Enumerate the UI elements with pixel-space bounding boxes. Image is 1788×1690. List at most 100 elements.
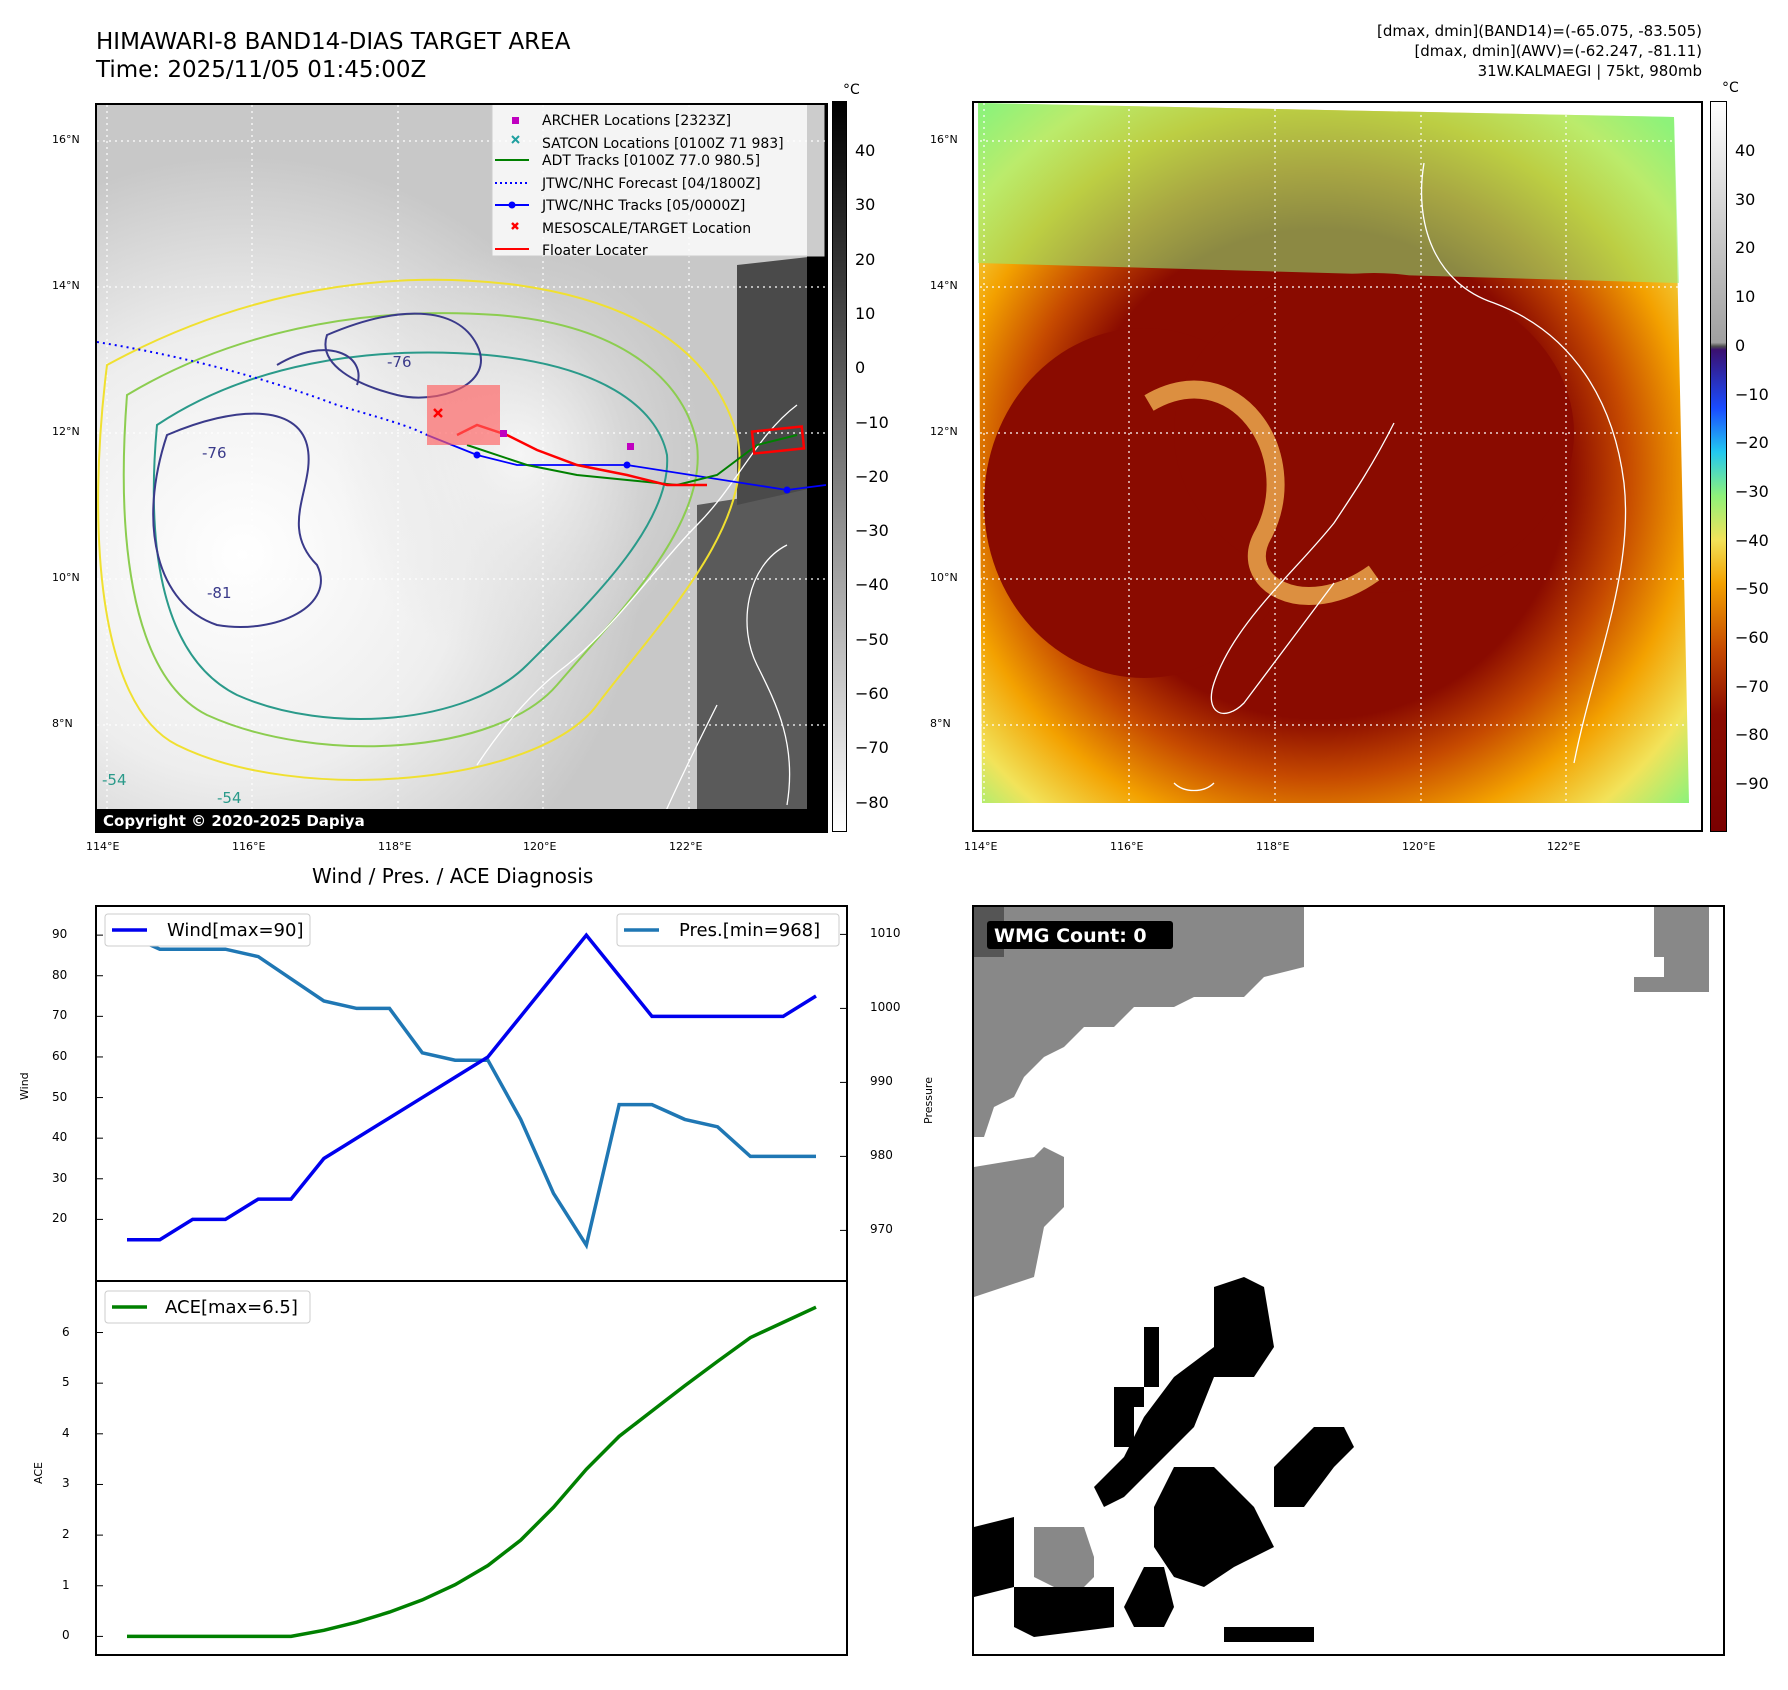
archer-points [500,430,634,450]
lon-label: 120°E [523,840,557,853]
pressure-tick-label: 970 [870,1222,893,1237]
info-band14: [dmax, dmin](BAND14)=(-65.075, -83.505) [1377,22,1702,40]
lon-label: 122°E [1547,840,1581,853]
colorbar-tick: −40 [855,575,889,595]
contour-label: -76 [387,353,412,371]
info-storm: 31W.KALMAEGI | 75kt, 980mb [1477,62,1702,80]
wind-tick-label: 80 [52,967,68,982]
colorbar-tick: −70 [1735,676,1769,696]
wind-legend: Wind[max=90] [104,913,311,947]
color-colorbar-unit: °C [1722,80,1739,96]
diagnosis-divider [95,1280,848,1282]
lat-label: 14°N [930,279,958,292]
copyright-text: Copyright © 2020-2025 Dapiya [103,812,365,830]
colorbar-tick: −80 [1735,725,1769,745]
ace-legend-label: ACE[max=6.5] [165,1297,298,1318]
colorbar-tick: 0 [1735,335,1746,355]
pressure-series-line [126,932,816,1250]
color-map [974,103,1701,830]
lat-label: 16°N [52,133,80,146]
figure-time: Time: 2025/11/05 01:45:00Z [96,57,427,83]
color-colorbar [1710,101,1727,832]
legend-satcon-marker [511,135,520,144]
lat-label: 10°N [52,571,80,584]
wind-legend-label: Wind[max=90] [167,920,304,941]
lon-label: 116°E [1110,840,1144,853]
jtwc-track-line [426,434,826,491]
figure-title: HIMAWARI-8 BAND14-DIAS TARGET AREA [96,29,571,55]
wind-tick-label: 20 [52,1211,68,1226]
wmg-black-region [974,1277,1354,1642]
wind-tick-label: 60 [52,1048,68,1063]
lon-label: 116°E [232,840,266,853]
wmg-label-box [987,921,1173,949]
colorbar-tick: −90 [1735,774,1769,794]
lat-label: 12°N [52,425,80,438]
colorbar-tick: 10 [855,303,876,323]
colorbar-tick: −20 [855,466,889,486]
target-x-marker [433,408,443,418]
lon-label: 114°E [86,840,120,853]
ace-tick-label: 1 [62,1577,70,1592]
colorbar-tick: 30 [1735,189,1756,209]
wmg-gray-region [974,907,1709,1597]
colorbar-tick: −60 [855,684,889,703]
ace-tick-label: 4 [62,1425,70,1440]
ace-series-line [127,1305,817,1639]
colorbar-tick: −80 [855,792,889,812]
ace-tick-label: 0 [62,1628,70,1643]
legend-forecast: JTWC/NHC Forecast [04/1800Z] [541,176,761,192]
colorbar-tick: −60 [1735,628,1769,647]
colorbar-tick: −70 [855,738,889,758]
ace-axis-label: ACE [32,1462,45,1484]
contour-label: -54 [102,771,127,789]
colorbar-tick: 40 [855,141,876,160]
ir-map: ARCHER Locations [2323Z] SATCON Location… [97,105,826,831]
legend-satcon: SATCON Locations [0100Z 71 983] [542,136,784,152]
colorbar-tick: −40 [1735,530,1769,550]
wmg-count-label: WMG Count: 0 [994,925,1147,947]
colorbar-tick: 0 [855,358,866,378]
colorbar-tick: −10 [855,412,889,432]
colorbar-tick: −50 [855,629,889,649]
info-awv: [dmax, dmin](AWV)=(-62.247, -81.11) [1414,42,1702,60]
ace-tick-label: 2 [62,1527,70,1542]
contour-label: -81 [207,584,232,602]
wind-axis-label: Wind [18,1072,31,1100]
pressure-tick-label: 1000 [870,1000,901,1015]
color-coastlines [1173,162,1627,792]
jtwc-forecast-line [97,341,428,436]
legend-track: JTWC/NHC Tracks [05/0000Z] [541,198,745,214]
lat-label: 12°N [930,425,958,438]
wind-tick-label: 70 [52,1008,68,1023]
diagnosis-title: Wind / Pres. / ACE Diagnosis [312,864,594,888]
pressure-legend: Pres.[min=968] [616,913,840,947]
map-legend: ARCHER Locations [2323Z] SATCON Location… [491,105,825,259]
contour-label: -54 [217,789,242,807]
ace-tick-label: 6 [62,1324,70,1339]
legend-floater: Floater Locater [542,243,648,259]
color-map-panel[interactable] [972,101,1703,832]
lat-label: 16°N [930,133,958,146]
colorbar-tick: −30 [855,521,889,541]
lon-label: 118°E [378,840,412,853]
lat-label: 14°N [52,279,80,292]
contour-labels: -76 -81 -54 -54 -76 [102,353,412,807]
color-gridlines [974,103,1701,830]
pressure-axis-label: Pressure [922,1077,935,1124]
colorbar-tick: 20 [1735,238,1756,258]
wmg-panel[interactable]: WMG Count: 0 [972,905,1725,1656]
ace-tick-label: 5 [62,1375,70,1390]
colorbar-tick: −50 [1735,579,1769,599]
ir-map-panel[interactable]: ARCHER Locations [2323Z] SATCON Location… [95,103,828,833]
lon-label: 118°E [1256,840,1290,853]
jtwc-track-points [473,451,791,494]
lon-label: 120°E [1402,840,1436,853]
legend-adt: ADT Tracks [0100Z 77.0 980.5] [542,153,760,169]
colorbar-tick: 10 [1735,287,1756,307]
wmg-mask: WMG Count: 0 [974,907,1723,1654]
colorbar-tick: 40 [1735,141,1756,160]
legend-target-marker [511,222,519,230]
wind-series-line [127,932,817,1242]
pressure-tick-label: 990 [870,1074,893,1089]
